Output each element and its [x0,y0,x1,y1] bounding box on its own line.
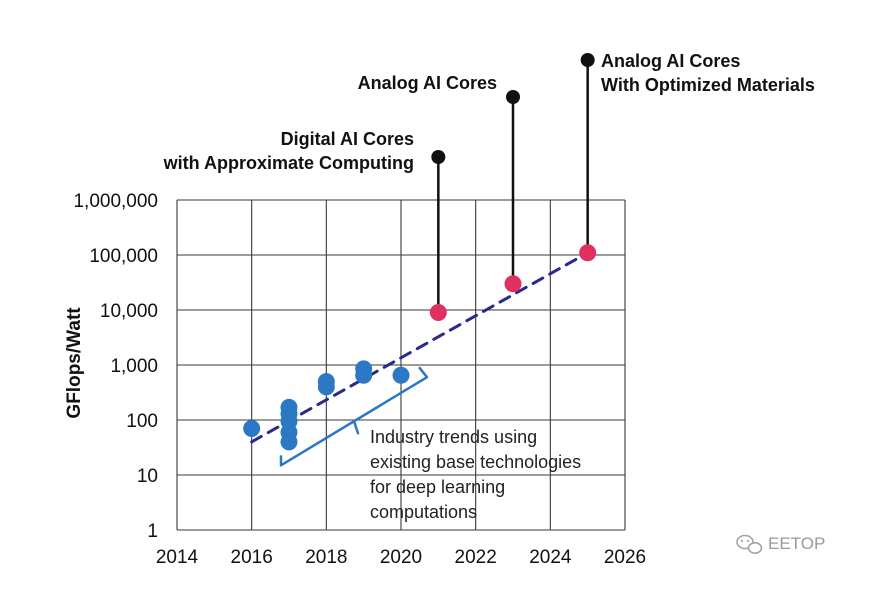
annotation-line: for deep learning [370,477,505,497]
data-points [243,244,597,451]
callout-label: Analog AI Cores [601,51,740,71]
annotation-line: computations [370,502,477,522]
callout-marker [431,150,446,164]
callout-label: Digital AI Cores [281,129,414,149]
y-tick-label: 1 [147,521,158,542]
y-tick-label: 10,000 [100,301,158,322]
callout-marker [506,90,520,104]
annotation-text: Industry trends using existing base techn… [370,427,581,522]
y-axis-label: GFlops/Watt [64,307,85,419]
wechat-icon [736,534,763,554]
x-tick-label: 2020 [380,547,422,568]
y-tick-labels: 1 10 100 1,000 10,000 100,000 1,000,000 [73,191,158,542]
data-point [579,244,597,262]
bracket-tick [352,420,360,435]
watermark: EETOP [736,534,825,554]
data-point [243,420,261,438]
watermark-text: EETOP [768,534,825,553]
data-point [280,433,298,451]
trend-line-path [250,251,590,444]
x-tick-label: 2014 [156,547,199,568]
y-tick-label: 1,000,000 [73,191,158,212]
callout-labels: Digital AI Cores with Approximate Computi… [163,51,815,173]
x-tick-label: 2024 [529,547,572,568]
y-tick-label: 100,000 [89,246,158,267]
trend-line [250,251,590,444]
data-point [355,366,373,384]
y-tick-label: 100 [126,411,158,432]
annotation-line: existing base technologies [370,452,581,472]
callout-stems [431,53,595,313]
x-tick-labels: 2014 2016 2018 2020 2022 2024 2026 [156,547,646,568]
callout-marker [580,53,595,67]
x-tick-label: 2026 [604,547,646,568]
grid [176,199,626,531]
callout-label: Analog AI Cores [358,73,497,93]
y-tick-label: 1,000 [110,356,158,377]
annotation-bracket [279,366,429,467]
callout-label: with Approximate Computing [163,153,414,173]
data-point [429,304,447,322]
x-tick-label: 2018 [305,547,347,568]
data-point [504,275,522,293]
data-point [392,366,410,384]
data-point [317,378,335,396]
callout-label: With Optimized Materials [601,75,815,95]
annotation-line: Industry trends using [370,427,537,447]
x-tick-label: 2022 [455,547,497,568]
y-tick-label: 10 [137,466,158,487]
x-tick-label: 2016 [231,547,273,568]
